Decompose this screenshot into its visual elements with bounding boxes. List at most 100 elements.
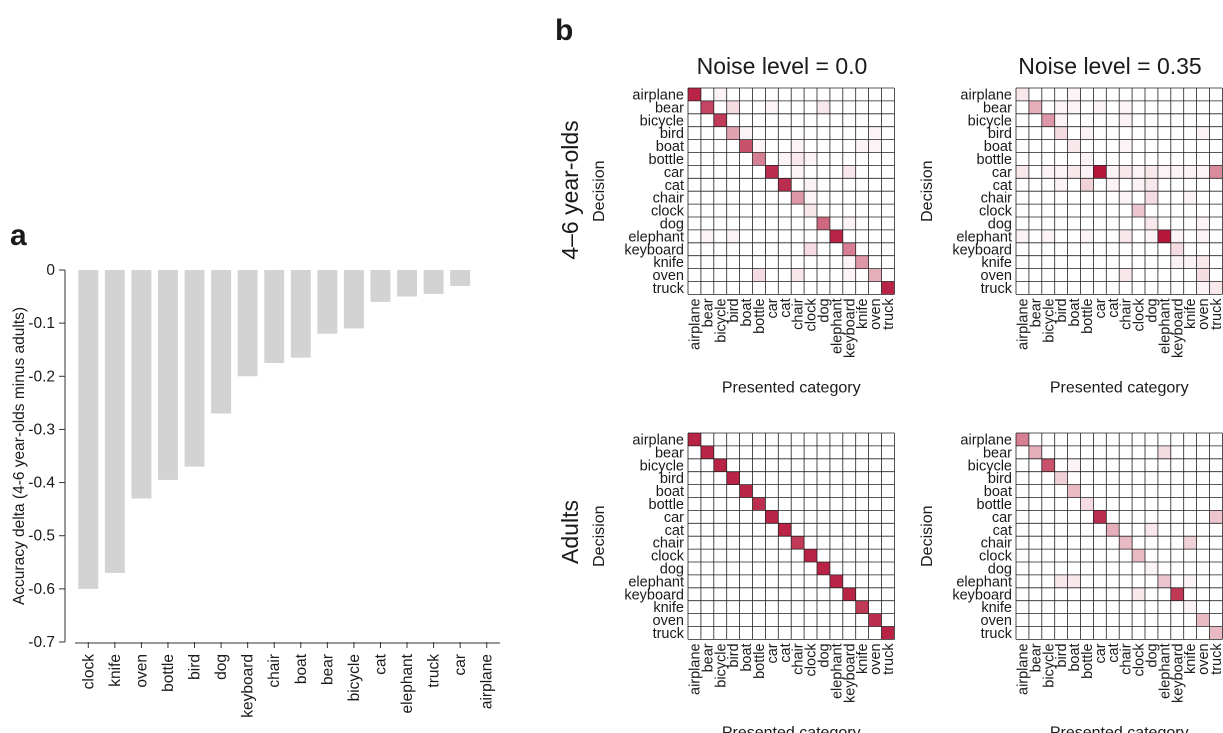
cell [817,562,830,575]
cell [842,255,856,269]
x-tick-label-bear: bear [319,654,336,685]
cell [855,471,869,485]
cell [1016,574,1029,588]
cell [1132,152,1145,166]
cell [855,587,869,601]
cell [1041,165,1055,179]
cell [817,113,830,127]
column-label-chair: chair [1119,298,1135,330]
cell [1016,536,1029,550]
cell [1119,268,1133,282]
cell [1093,242,1107,256]
cell [1106,178,1120,192]
cell [1196,191,1210,205]
column-label-airplane: airplane [1015,298,1031,350]
cell [1196,600,1210,614]
column-title-noise-0: Noise level = 0.0 [697,53,868,79]
cell [713,178,727,192]
cell [1183,484,1197,498]
presented-category-axis-label: Presented category [1050,379,1189,396]
cell [1170,523,1184,537]
cell [1093,139,1107,153]
cell [1132,139,1145,153]
cell [778,600,792,614]
cell [1132,433,1145,446]
cell [1132,471,1145,485]
cell [1041,497,1055,511]
cell [1028,229,1042,243]
cell [855,497,869,511]
cell [1209,549,1223,562]
cell [713,100,727,114]
cell [1183,587,1197,601]
cell [1106,100,1120,114]
column-label-clock: clock [804,298,820,332]
cell [1028,562,1042,575]
cell [752,139,766,153]
x-tick-label-bird: bird [187,654,204,680]
row-label-airplane: airplane [960,432,1012,448]
cell [765,204,779,217]
cell [713,600,727,614]
cell [1067,510,1081,524]
cell [855,574,869,588]
cell [791,510,805,524]
cell [1183,600,1197,614]
x-tick-label-cat: cat [372,653,389,674]
cell [1054,165,1068,179]
cell [1157,126,1171,140]
cell [778,242,792,256]
cell [829,536,843,550]
cell [1132,255,1145,269]
column-label-car: car [765,298,781,318]
cell [752,217,766,230]
x-tick-label-elephant: elephant [399,653,416,713]
cell [1183,471,1197,485]
cell [842,613,856,627]
cell [739,204,753,217]
cell [688,433,701,446]
cell [881,510,895,524]
row-label-cat: cat [993,178,1012,194]
cell [765,445,779,459]
cell [726,523,740,537]
cell [1170,562,1184,575]
cell [817,178,830,192]
cell [1196,549,1210,562]
row-label-bottle: bottle [977,152,1012,168]
cell [1041,613,1055,627]
column-label-dog: dog [816,643,832,667]
cell [1093,255,1107,269]
cell [1016,268,1029,282]
cell [1093,113,1107,127]
cell [1067,574,1081,588]
cell [1067,458,1081,472]
cell [1209,165,1223,179]
cell [804,165,817,179]
bar-bird [184,270,205,467]
cell [868,217,882,230]
cell [804,471,817,485]
cell [765,549,779,562]
panel-b-letter: b [555,14,573,47]
cell [1119,178,1133,192]
row-title-children: 4–6 year-olds [557,120,583,259]
cell [1132,88,1145,101]
cell [1170,458,1184,472]
cell [1106,229,1120,243]
row-title-adults: Adults [557,500,583,564]
cell [868,626,882,640]
cell [726,549,740,562]
cell [739,152,753,166]
row-label-elephant: elephant [628,574,684,590]
cell [1132,126,1145,140]
cell [842,165,856,179]
cell [1093,126,1107,140]
cell [1170,445,1184,459]
cell [739,217,753,230]
cell [1209,613,1223,627]
cell [765,88,779,101]
cell [1209,113,1223,127]
cell [842,204,856,217]
cell [817,587,830,601]
